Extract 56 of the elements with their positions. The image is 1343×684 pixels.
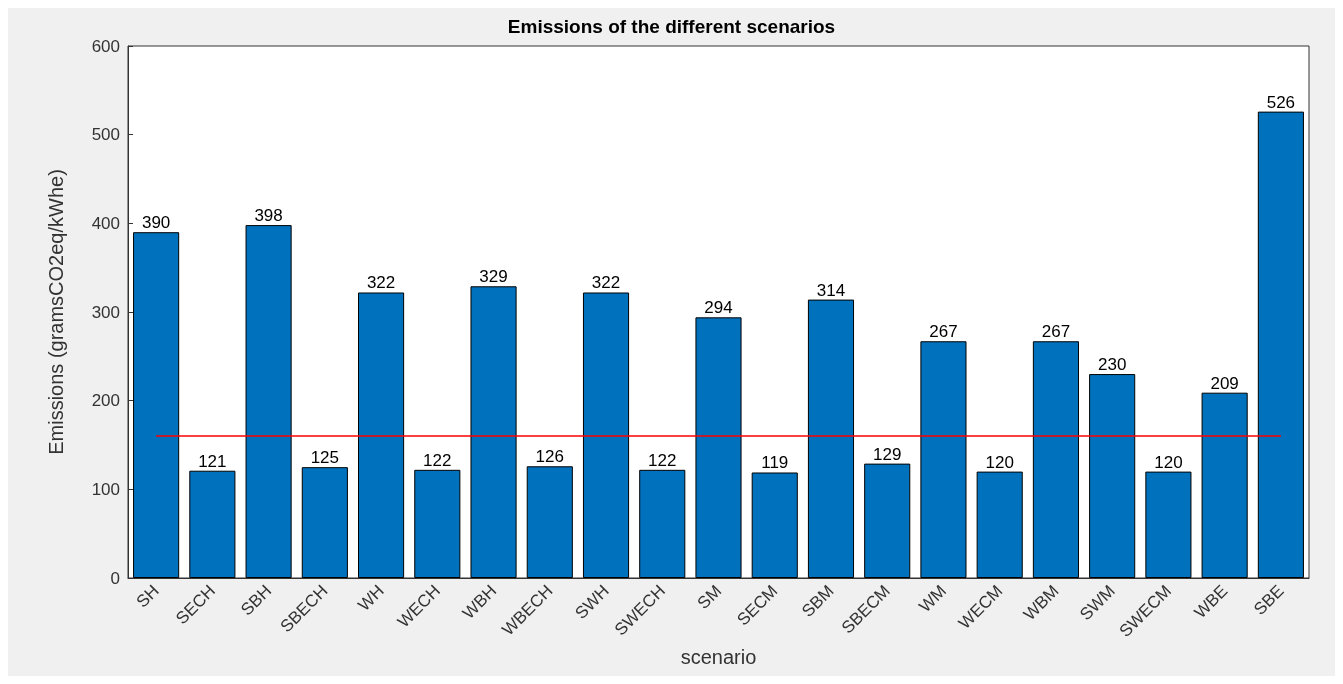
y-axis-title: Emissions (gramsCO2eq/kWhe): [45, 169, 67, 455]
bar: [920, 341, 967, 578]
bar: [751, 472, 798, 578]
data-label: 122: [648, 450, 677, 470]
bar: [470, 286, 517, 578]
data-label: 121: [198, 451, 227, 471]
bar: [1032, 341, 1079, 578]
bar: [864, 463, 911, 578]
x-tick-label: WH: [354, 581, 388, 615]
bar: [414, 469, 461, 578]
data-label: 294: [704, 298, 733, 318]
data-label: 120: [1154, 452, 1183, 472]
bar: [189, 470, 236, 578]
data-label: 230: [1097, 355, 1127, 375]
data-label: 398: [254, 206, 283, 226]
x-tick-label: WM: [915, 581, 951, 617]
x-tick-label: SM: [693, 581, 726, 613]
data-label: 390: [141, 213, 171, 233]
y-tick-label: 600: [91, 36, 120, 56]
data-label: 209: [1210, 373, 1239, 393]
data-label: 267: [1041, 322, 1071, 342]
y-tick-label: 500: [91, 125, 120, 145]
bar: [526, 466, 573, 578]
bar: [1089, 374, 1136, 578]
bar: [245, 225, 292, 578]
bar: [133, 232, 180, 578]
data-label: 126: [535, 447, 564, 467]
y-tick-label: 200: [91, 391, 120, 411]
data-label: 526: [1266, 92, 1296, 112]
x-tick-label: SH: [132, 581, 163, 612]
data-label: 267: [929, 322, 958, 342]
data-label: 122: [423, 450, 452, 470]
data-label: 129: [873, 444, 902, 464]
bar: [1201, 392, 1248, 578]
y-tick-label: 400: [91, 213, 120, 233]
chart-title: Emissions of the different scenarios: [507, 16, 836, 37]
bar: [301, 467, 348, 578]
bar: [1145, 471, 1192, 578]
bar: [582, 292, 630, 578]
data-label: 119: [761, 453, 789, 473]
bar: [807, 299, 855, 578]
data-label: 329: [479, 267, 508, 287]
bar: [639, 469, 686, 578]
data-label: 322: [591, 273, 621, 293]
y-tick-label: 300: [91, 302, 120, 322]
x-axis-title: scenario: [680, 646, 757, 669]
y-tick-label: 0: [110, 568, 120, 588]
bar: [976, 471, 1023, 578]
y-tick-label: 100: [91, 479, 120, 499]
data-label: 322: [366, 273, 396, 293]
data-label: 120: [985, 452, 1014, 472]
bar: [358, 292, 405, 578]
data-label: 125: [310, 448, 340, 468]
data-label: 314: [816, 280, 846, 300]
bar: [1257, 111, 1304, 578]
bar: [695, 317, 742, 578]
